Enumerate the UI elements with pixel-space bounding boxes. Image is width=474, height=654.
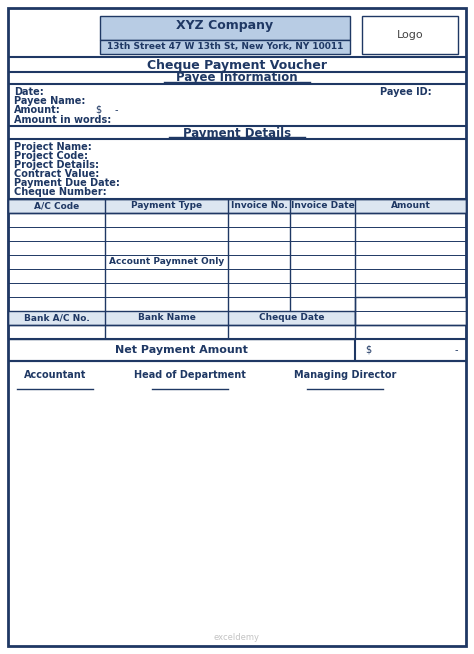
Text: Logo: Logo <box>397 30 423 40</box>
Text: Amount in words:: Amount in words: <box>14 115 111 125</box>
Text: Bank A/C No.: Bank A/C No. <box>24 313 90 322</box>
Text: Invoice No.: Invoice No. <box>231 201 287 211</box>
Text: Bank Name: Bank Name <box>137 313 195 322</box>
Text: Project Details:: Project Details: <box>14 160 99 170</box>
Text: Project Name:: Project Name: <box>14 142 92 152</box>
Bar <box>8 199 466 213</box>
Text: Payee ID:: Payee ID: <box>380 87 432 97</box>
Text: Date:: Date: <box>14 87 44 97</box>
Text: Amount:: Amount: <box>14 105 61 115</box>
Text: Net Payment Amount: Net Payment Amount <box>115 345 248 355</box>
Text: Account Paymnet Only: Account Paymnet Only <box>109 258 224 266</box>
Text: Accountant: Accountant <box>24 370 86 380</box>
Text: A/C Code: A/C Code <box>34 201 79 211</box>
Text: -: - <box>115 105 118 115</box>
Text: Invoice Date: Invoice Date <box>291 201 355 211</box>
Text: XYZ Company: XYZ Company <box>176 18 273 31</box>
Text: -: - <box>455 345 458 355</box>
Bar <box>362 16 458 54</box>
Bar <box>100 40 350 54</box>
Text: 13th Street 47 W 13th St, New York, NY 10011: 13th Street 47 W 13th St, New York, NY 1… <box>107 43 343 52</box>
Text: Project Code:: Project Code: <box>14 151 88 161</box>
Text: $: $ <box>365 345 371 355</box>
Text: Managing Director: Managing Director <box>294 370 396 380</box>
Text: Payment Due Date:: Payment Due Date: <box>14 178 120 188</box>
Text: exceldemy: exceldemy <box>214 634 260 642</box>
Text: Cheque Date: Cheque Date <box>259 313 324 322</box>
Text: Cheque Payment Voucher: Cheque Payment Voucher <box>147 58 327 71</box>
Bar <box>8 311 355 325</box>
Bar <box>100 16 350 40</box>
Text: Contract Value:: Contract Value: <box>14 169 99 179</box>
Bar <box>355 297 466 325</box>
Text: Payment Type: Payment Type <box>131 201 202 211</box>
Text: Payment Details: Payment Details <box>183 126 291 139</box>
Text: $: $ <box>95 105 101 115</box>
Text: Payee Information: Payee Information <box>176 71 298 84</box>
Text: Cheque Number:: Cheque Number: <box>14 187 107 197</box>
Text: Amount: Amount <box>391 201 430 211</box>
Text: Head of Department: Head of Department <box>134 370 246 380</box>
Text: Payee Name:: Payee Name: <box>14 96 85 106</box>
